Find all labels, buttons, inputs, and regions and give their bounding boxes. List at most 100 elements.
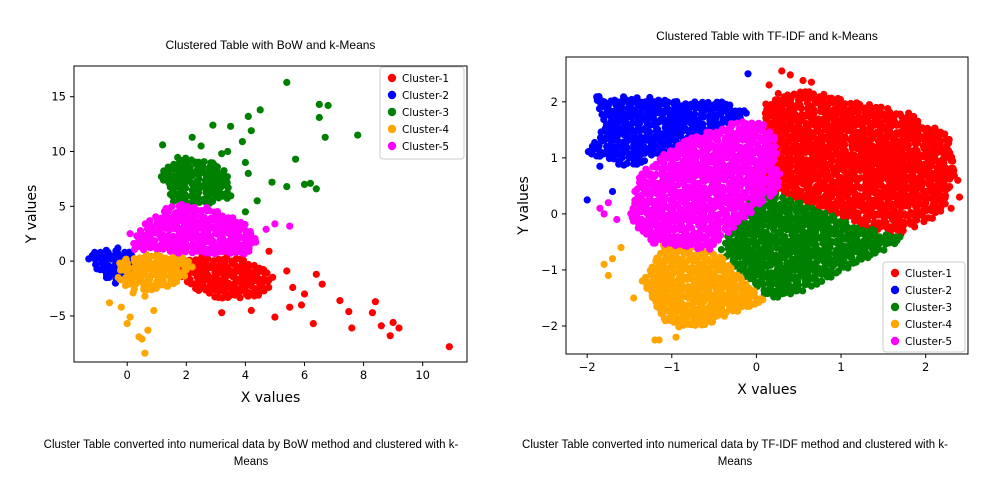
data-point — [141, 234, 149, 242]
legend-label: Cluster-4 — [402, 124, 449, 136]
data-point — [783, 127, 791, 135]
data-point — [877, 103, 885, 111]
data-point — [941, 194, 949, 202]
data-point — [188, 263, 196, 271]
data-point — [300, 290, 309, 298]
data-point — [182, 184, 190, 192]
data-point — [740, 266, 749, 275]
series-cluster-1 — [175, 247, 453, 351]
x-tick-label: −1 — [663, 360, 680, 374]
data-point — [766, 128, 774, 136]
data-point — [805, 122, 813, 130]
data-point — [812, 270, 820, 278]
data-point — [949, 157, 957, 165]
data-point — [236, 288, 244, 296]
data-point — [857, 255, 866, 263]
plot-frame — [73, 65, 468, 363]
data-point — [882, 167, 890, 175]
data-point — [719, 190, 727, 198]
data-point — [252, 238, 260, 246]
legend-marker — [890, 336, 900, 346]
data-point — [708, 318, 717, 326]
data-point — [941, 200, 949, 208]
data-point — [893, 237, 901, 245]
legend: Cluster-1 Cluster-2 Cluster-3 Cluster-4 Clus… — [882, 261, 966, 353]
data-point — [828, 157, 836, 165]
data-point — [827, 273, 835, 281]
data-point — [608, 255, 617, 263]
data-point — [655, 336, 663, 344]
data-point — [864, 118, 873, 126]
data-point — [809, 217, 817, 225]
data-point — [731, 276, 739, 284]
data-point — [147, 252, 155, 260]
data-point — [583, 196, 591, 204]
data-point — [129, 289, 137, 297]
data-point — [697, 165, 705, 173]
chart-title: Clustered Table with TF-IDF and k-Means — [656, 29, 878, 43]
data-point — [636, 127, 644, 135]
legend-marker — [387, 73, 397, 83]
data-point — [645, 114, 653, 122]
data-point — [205, 289, 213, 297]
data-point — [911, 223, 919, 231]
data-point — [318, 280, 326, 288]
data-point — [395, 324, 403, 332]
data-point — [890, 112, 898, 120]
data-point — [863, 216, 872, 225]
data-point — [734, 218, 742, 226]
data-point — [705, 189, 713, 198]
data-point — [955, 193, 964, 201]
data-point — [204, 255, 212, 263]
data-point — [85, 255, 93, 263]
data-point — [753, 241, 761, 249]
chart-title: Clustered Table with BoW and k-Means — [166, 38, 376, 52]
x-tick-label: 10 — [415, 368, 430, 382]
y-tick-label: −1 — [541, 263, 558, 277]
legend-label: Cluster-3 — [905, 302, 952, 314]
data-point — [142, 266, 150, 274]
data-point — [825, 250, 833, 258]
y-tick-label: 0 — [59, 254, 66, 268]
data-point — [227, 192, 235, 200]
data-point — [818, 277, 826, 285]
data-point — [596, 204, 604, 212]
data-point — [841, 141, 849, 149]
data-point — [368, 309, 376, 317]
data-point — [870, 202, 878, 210]
data-point — [283, 78, 291, 86]
data-point — [759, 197, 767, 205]
data-point — [832, 148, 840, 156]
data-point — [854, 153, 863, 161]
data-point — [760, 167, 768, 175]
data-point — [701, 177, 709, 185]
data-point — [604, 199, 612, 207]
data-point — [651, 239, 659, 247]
data-point — [231, 268, 239, 277]
data-point — [312, 270, 320, 278]
data-point — [271, 220, 279, 228]
data-point — [868, 144, 877, 152]
data-point — [247, 127, 255, 135]
y-tick-label: 0 — [551, 207, 558, 221]
data-point — [807, 252, 816, 261]
data-point — [781, 289, 789, 297]
x-tick-label: 1 — [837, 360, 844, 374]
data-point — [786, 198, 795, 206]
data-point — [241, 220, 249, 229]
data-point — [937, 207, 945, 215]
data-point — [841, 100, 849, 108]
data-point — [389, 318, 397, 327]
x-tick-label: 8 — [360, 368, 367, 382]
data-point — [159, 141, 167, 149]
legend-label: Cluster-5 — [905, 336, 952, 348]
y-axis-label: Y values — [24, 185, 40, 245]
data-point — [840, 257, 848, 265]
data-point — [786, 71, 794, 79]
data-point — [195, 175, 203, 183]
data-point — [623, 159, 631, 168]
data-point — [200, 158, 208, 166]
data-point — [194, 189, 203, 197]
data-point — [904, 184, 912, 192]
data-point — [156, 225, 164, 233]
